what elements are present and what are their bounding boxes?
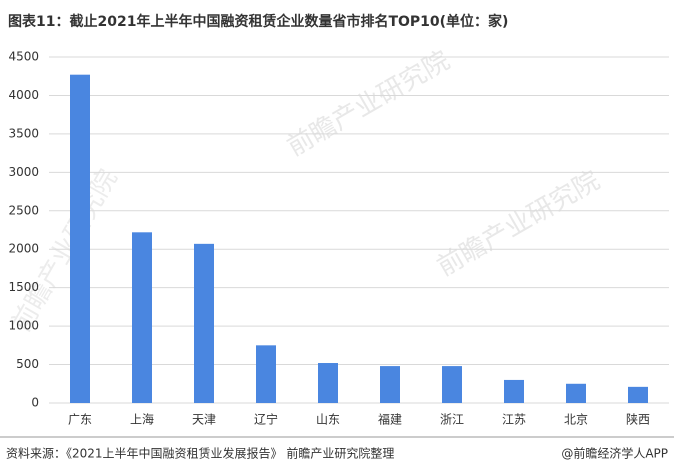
y-tick-label: 3000 [8,165,39,179]
x-tick-label: 福建 [378,412,402,427]
y-tick-label: 2000 [8,242,39,256]
x-tick-label: 辽宁 [254,412,278,427]
x-tick-label: 江苏 [502,413,526,427]
x-tick-label: 山东 [316,413,340,427]
y-tick-label: 4000 [8,88,39,102]
y-tick-label: 3500 [8,126,39,140]
y-tick-label: 4500 [8,50,39,64]
x-tick-label: 浙江 [440,413,464,427]
bar [132,232,152,403]
x-tick-label: 上海 [130,412,154,427]
x-tick-label: 北京 [564,413,588,427]
x-tick-label: 广东 [68,413,92,427]
credit: @前瞻经济学人APP [561,446,668,461]
watermark: 前瞻产业研究院 [432,166,605,283]
source-note: 资料来源：《2021上半年中国融资租赁业发展报告》 前瞻产业研究院整理 [6,446,394,461]
x-tick-label: 陕西 [626,412,650,427]
bar [442,366,462,403]
y-tick-label: 0 [31,396,39,410]
y-tick-label: 1000 [8,319,39,333]
bar [504,379,524,403]
bar [70,74,90,403]
bar [318,363,338,403]
bar [256,345,276,403]
y-tick-label: 500 [16,357,39,371]
y-tick-label: 1500 [8,280,39,294]
bar [628,386,648,403]
bar [194,243,214,403]
chart-title: 图表11：截止2021年上半年中国融资租赁企业数量省市排名TOP10(单位：家) [8,13,508,30]
watermark: 前瞻产业研究院 [282,46,455,163]
bar [380,366,400,403]
y-tick-label: 2500 [8,203,39,217]
x-tick-label: 天津 [192,413,216,427]
bar [566,383,586,403]
